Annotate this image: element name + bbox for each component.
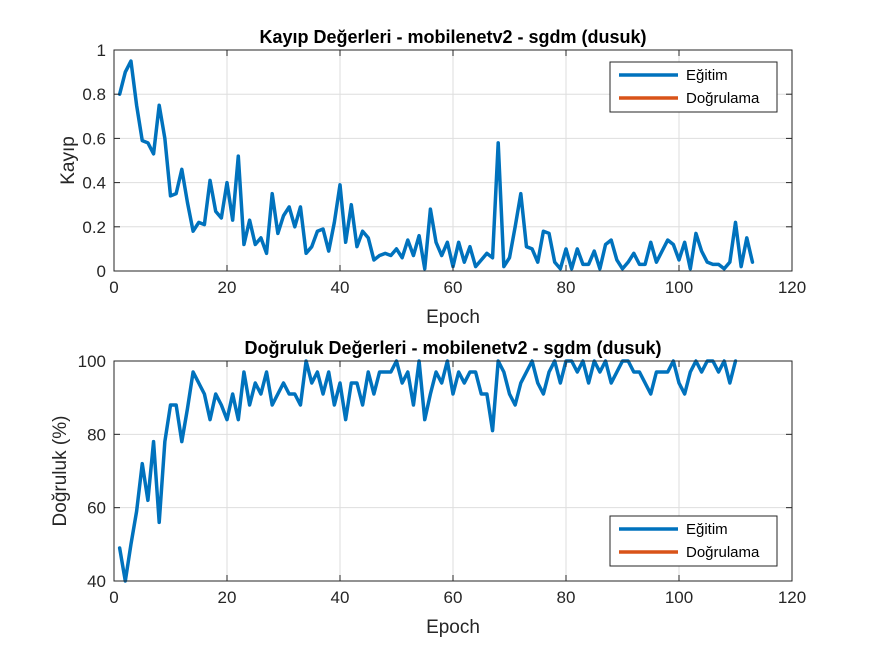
x-tick-label: 60 [444,588,463,607]
x-tick-label: 40 [331,588,350,607]
x-tick-label: 0 [109,278,118,297]
y-tick-label: 40 [87,572,106,591]
y-axis-label: Kayıp [58,136,79,185]
y-tick-label: 0.8 [82,85,106,104]
legend-label-egitim: Eğitim [686,521,728,538]
chart-title: Doğruluk Değerleri - mobilenetv2 - sgdm … [244,338,661,358]
y-tick-label: 0.6 [82,129,106,148]
legend: Eğitim Doğrulama [609,515,778,567]
y-axis-label: Doğruluk (%) [50,416,71,527]
subplot-1: 0 20 40 60 80 100 120 0 0.2 0.4 0.6 0.8 1 Kayıp Değer… [58,27,806,328]
x-tick-label: 80 [557,588,576,607]
y-tick-label: 1 [97,41,106,60]
y-tick-label: 0.2 [82,218,106,237]
y-tick-label: 80 [87,425,106,444]
x-tick-label: 20 [218,278,237,297]
subplot-2: 0 20 40 60 80 100 120 40 60 80 100 Doğruluk Değerle… [50,338,806,638]
x-tick-label: 100 [665,278,693,297]
legend-box [609,515,778,567]
legend-label-dogrulama: Doğrulama [686,90,760,107]
y-tick-label: 100 [78,352,106,371]
x-tick-label: 60 [444,278,463,297]
legend-label-dogrulama: Doğrulama [686,544,760,561]
x-axis-label: Epoch [426,307,480,328]
y-tick-label: 60 [87,499,106,518]
x-tick-label: 80 [557,278,576,297]
x-tick-label: 0 [109,588,118,607]
chart-title: Kayıp Değerleri - mobilenetv2 - sgdm (du… [259,27,646,47]
x-tick-label: 120 [778,588,806,607]
series-line-egitim [117,59,755,271]
x-tick-label: 100 [665,588,693,607]
x-tick-label: 40 [331,278,350,297]
series-line-egitim [117,359,738,583]
x-axis-label: Epoch [426,617,480,638]
y-tick-label: 0 [97,262,106,281]
x-tick-label: 120 [778,278,806,297]
legend-label-egitim: Eğitim [686,67,728,84]
x-tick-label: 20 [218,588,237,607]
legend: Eğitim Doğrulama [609,61,778,113]
y-tick-label: 0.4 [82,174,106,193]
legend-box [609,61,778,113]
